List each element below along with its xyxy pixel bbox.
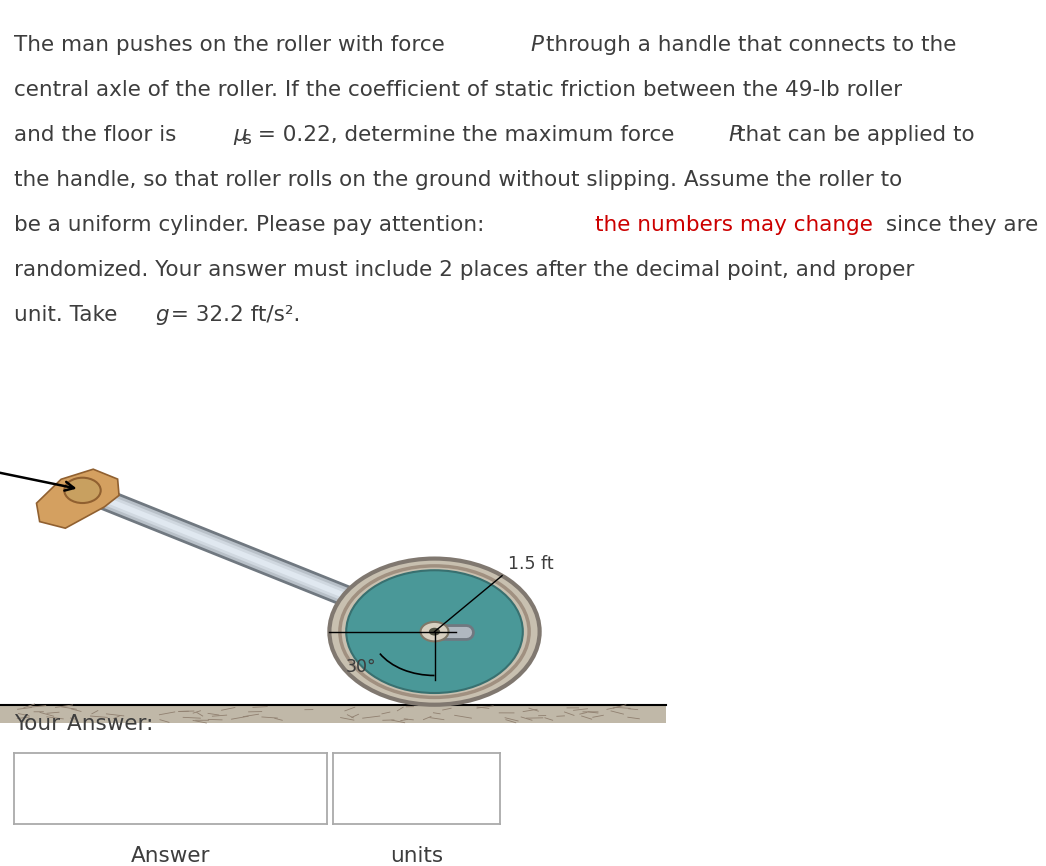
Circle shape [329,559,540,705]
Text: the numbers may change: the numbers may change [595,215,872,235]
Bar [0,705,666,723]
Text: the handle, so that roller rolls on the ground without slipping. Assume the roll: the handle, so that roller rolls on the … [14,170,902,190]
Text: = 32.2 ft/s².: = 32.2 ft/s². [164,305,300,325]
Text: through a handle that connects to the: through a handle that connects to the [539,35,956,55]
Text: Your Answer:: Your Answer: [14,714,153,734]
Text: The man pushes on the roller with force: The man pushes on the roller with force [14,35,451,55]
Text: 1.5 ft: 1.5 ft [507,555,553,573]
Text: central axle of the roller. If the coefficient of static friction between the 49: central axle of the roller. If the coeff… [14,80,902,100]
Text: P: P [729,125,742,145]
Text: μ: μ [233,125,247,145]
Polygon shape [37,469,119,528]
Circle shape [429,628,440,636]
Text: s: s [242,130,251,148]
Circle shape [346,570,523,693]
Text: 30°: 30° [345,657,377,675]
Text: since they are: since they are [879,215,1039,235]
Text: Answer: Answer [131,846,210,866]
Circle shape [420,622,449,642]
Text: randomized. Your answer must include 2 places after the decimal point, and prope: randomized. Your answer must include 2 p… [14,260,914,280]
Text: P: P [530,35,543,55]
Text: that can be applied to: that can be applied to [737,125,975,145]
Text: g: g [156,305,169,325]
Text: units: units [390,846,442,866]
Circle shape [64,478,100,503]
Text: = 0.22, determine the maximum force: = 0.22, determine the maximum force [251,125,681,145]
Text: be a uniform cylinder. Please pay attention:: be a uniform cylinder. Please pay attent… [14,215,491,235]
Text: and the floor is: and the floor is [14,125,183,145]
Text: unit. Take: unit. Take [14,305,123,325]
